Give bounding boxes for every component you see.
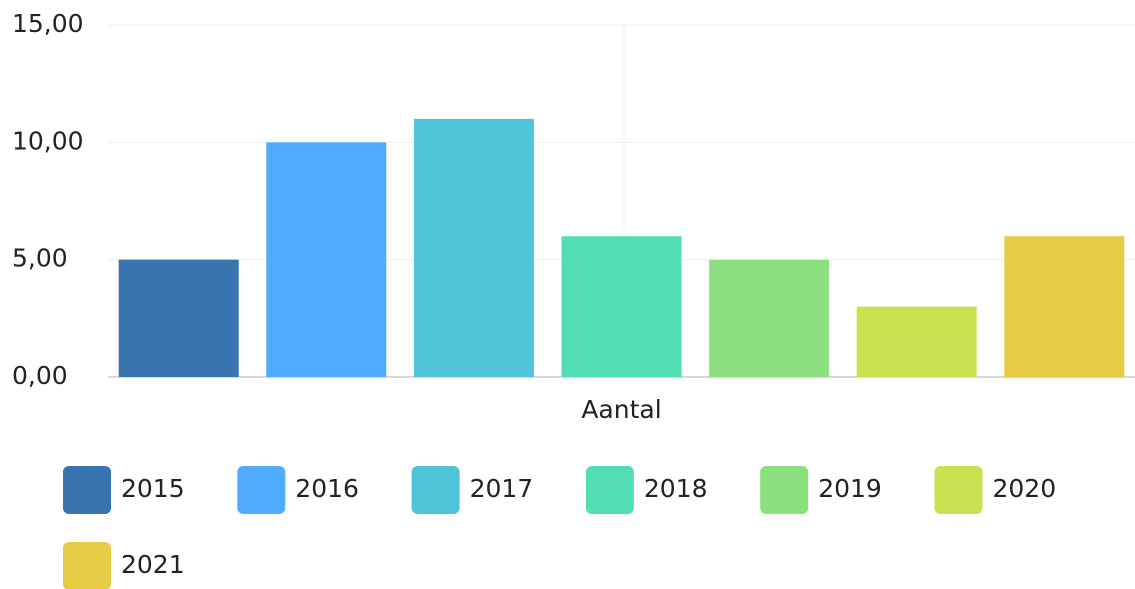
bar [856,306,977,377]
bar [1004,236,1125,377]
y-tick-label: 5,00 [12,244,68,273]
bar [561,236,682,377]
legend-swatch [585,466,634,514]
legend-swatch [63,542,111,589]
legend-swatch [63,466,111,514]
y-tick-label: 10,00 [12,126,84,155]
legend-label: 2018 [644,474,708,503]
bar [709,259,830,377]
legend-label: 2019 [818,474,882,503]
legend-swatch [411,466,460,514]
bar [413,118,534,377]
legend-label: 2021 [121,550,185,579]
bar [266,142,387,377]
bar [118,259,239,377]
legend-swatch [934,466,983,514]
legend-label: 2015 [121,474,185,503]
legend-swatch [237,466,286,514]
legend-label: 2017 [470,474,534,503]
legend-label: 2016 [295,474,359,503]
y-tick-label: 0,00 [12,361,68,390]
legend-swatch [760,466,809,514]
y-tick-label: 15,00 [12,9,84,38]
legend-label: 2020 [993,474,1057,503]
x-tick-label: Aantal [581,395,661,424]
